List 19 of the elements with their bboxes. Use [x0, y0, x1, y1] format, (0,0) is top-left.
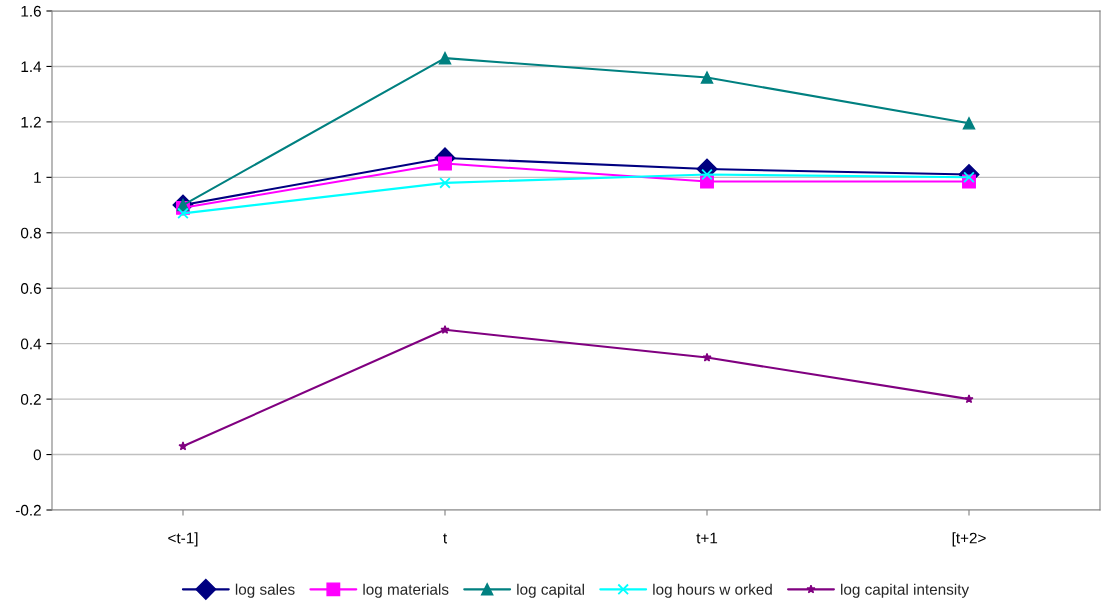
y-tick-label: 0.8 — [20, 227, 41, 239]
y-tick-label: 0 — [33, 449, 41, 461]
legend-label: log capital intensity — [841, 583, 970, 598]
x-tick-label: [t+2> — [952, 532, 986, 547]
legend-label: log sales — [235, 583, 295, 598]
y-tick-label: 1.2 — [21, 116, 41, 128]
legend-label: log materials — [363, 583, 449, 598]
y-tick-label: 0.2 — [20, 393, 41, 405]
y-tick-label: 0.6 — [20, 283, 41, 294]
y-tick-label: 0.4 — [20, 338, 42, 350]
x-tick-label: t — [443, 533, 448, 544]
legend-label: log hours w orked — [653, 583, 772, 598]
legend-label: log capital — [517, 583, 584, 598]
x-tick-label: <t-1] — [168, 532, 198, 547]
y-tick-label: 1 — [34, 172, 41, 183]
y-tick-label: -0.2 — [15, 504, 41, 516]
y-tick-label: 1.4 — [21, 61, 42, 72]
y-tick-label: 1.6 — [21, 5, 41, 17]
x-tick-label: t+1 — [696, 532, 718, 544]
